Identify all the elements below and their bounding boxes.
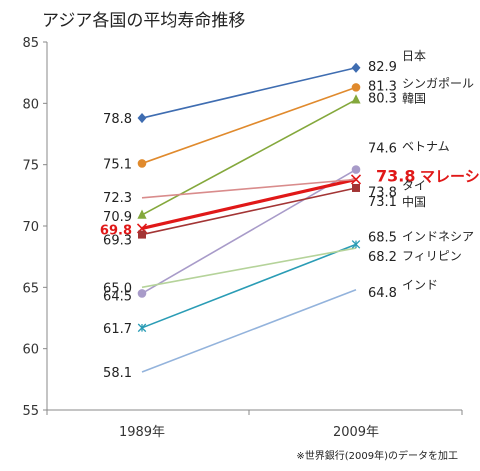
- data-label: 73.8: [376, 166, 415, 185]
- data-point-marker: [137, 112, 147, 124]
- series-line: [141, 178, 357, 199]
- series-name-label: フィリピン: [402, 249, 462, 263]
- series-line: [141, 177, 357, 231]
- series-line: [141, 243, 357, 329]
- series-line: [141, 289, 357, 373]
- data-point-marker: [137, 323, 147, 333]
- data-point-marker: [351, 94, 361, 104]
- x-tick-label: 2009年: [333, 425, 379, 440]
- data-label: 73.8: [368, 185, 397, 200]
- data-label: 69.3: [103, 234, 132, 249]
- data-label: 61.7: [103, 322, 132, 337]
- x-tick-label: 1989年: [119, 425, 165, 440]
- data-label: 68.2: [368, 250, 397, 265]
- y-tick-label: 75: [22, 159, 39, 174]
- series-name-label: タイ: [402, 178, 426, 192]
- series-line: [141, 98, 357, 216]
- series-name-label: ベトナム: [402, 140, 450, 154]
- data-label: 73.1: [368, 195, 397, 210]
- data-label: 58.1: [103, 366, 132, 381]
- data-point-marker: [137, 289, 147, 298]
- data-label: 82.9: [368, 60, 397, 75]
- data-label: 64.8: [368, 286, 397, 301]
- series-line: [141, 168, 357, 295]
- data-point-marker: [351, 83, 361, 92]
- series-line: [141, 187, 357, 236]
- series-line: [141, 247, 357, 289]
- data-label: 69.8: [100, 223, 132, 238]
- series-name-label: マレーシア: [420, 167, 480, 185]
- data-label: 70.9: [103, 210, 132, 225]
- data-label: 68.5: [368, 230, 397, 245]
- y-tick-label: 60: [22, 343, 39, 358]
- data-label: 75.1: [103, 157, 132, 172]
- series-name-label: インド: [402, 278, 438, 292]
- data-label: 64.5: [103, 289, 132, 304]
- data-point-marker: [351, 62, 361, 73]
- y-tick-label: 65: [22, 281, 39, 296]
- series-name-label: 中国: [402, 194, 426, 209]
- data-label: 72.3: [103, 191, 132, 206]
- series-name-label: 韓国: [402, 92, 426, 106]
- data-label: 78.8: [103, 112, 132, 127]
- data-point-marker: [137, 159, 147, 168]
- data-label: 81.3: [368, 79, 397, 94]
- y-tick-label: 80: [22, 97, 39, 112]
- series-line: [141, 66, 357, 119]
- data-label: 65.0: [103, 281, 132, 296]
- data-point-marker: [352, 183, 360, 192]
- data-point-marker: [350, 174, 362, 185]
- y-tick-label: 55: [22, 404, 39, 419]
- series-name-label: シンガポール: [402, 76, 474, 90]
- series-line: [141, 86, 357, 165]
- y-tick-label: 85: [22, 36, 39, 51]
- series-name-label: インドネシア: [402, 229, 474, 243]
- chart-title: アジア各国の平均寿命推移: [42, 11, 245, 31]
- series-name-label: 日本: [402, 49, 426, 63]
- data-point-marker: [351, 240, 361, 249]
- data-label: 80.3: [368, 92, 397, 107]
- data-label: 74.6: [368, 142, 397, 157]
- data-point-marker: [137, 209, 147, 219]
- source-note: ※世界銀行(2009年)のデータを加工: [296, 449, 458, 462]
- data-point-marker: [351, 165, 361, 174]
- y-tick-label: 70: [22, 220, 39, 235]
- data-point-marker: [138, 230, 146, 239]
